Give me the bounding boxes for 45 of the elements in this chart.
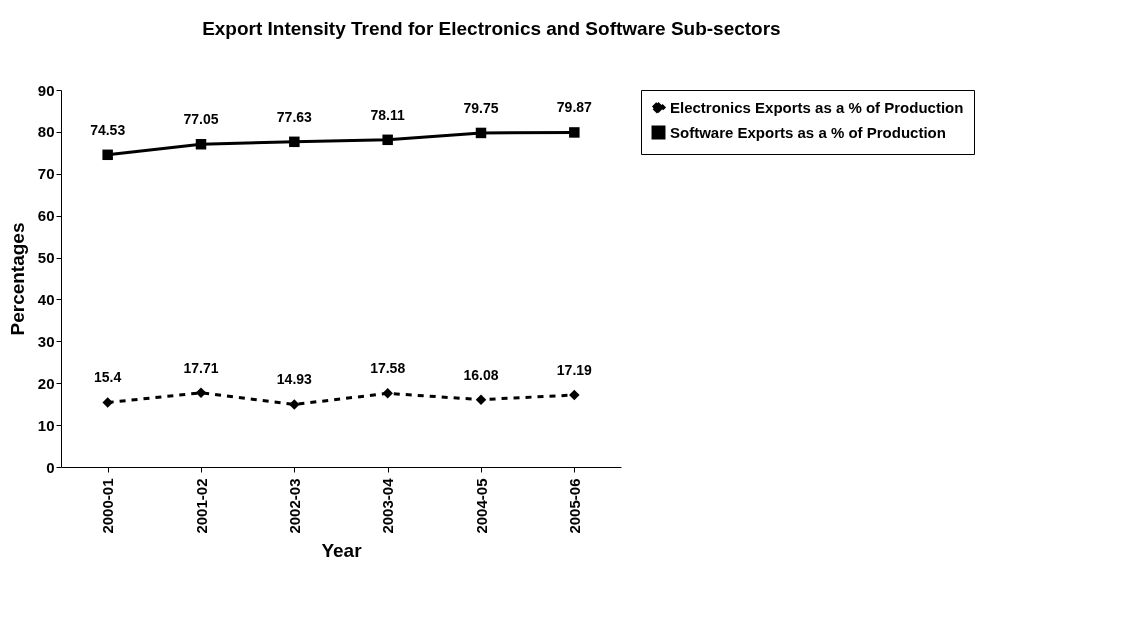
data-label: 79.75 (463, 99, 499, 116)
chart-title: Export Intensity Trend for Electronics and Software Sub-sectors (202, 18, 781, 39)
data-label: 16.08 (463, 366, 499, 383)
y-tick-label: 90 (37, 81, 55, 99)
data-label: 77.63 (276, 108, 313, 125)
y-tick-label: 20 (37, 374, 55, 392)
data-label: 17.19 (556, 361, 593, 378)
data-label: 79.87 (556, 99, 593, 116)
x-axis-title: Year (321, 539, 363, 561)
point (289, 399, 300, 410)
legend-label: Electronics Exports as a % of Production (670, 98, 964, 116)
point (289, 136, 300, 148)
x-tick-label: 2004-05 (472, 478, 490, 534)
point (102, 397, 113, 408)
point (102, 149, 113, 161)
data-label: 14.93 (276, 371, 313, 388)
point (195, 387, 207, 399)
data-label: 78.11 (370, 106, 406, 123)
x-tick-label: 2005-06 (565, 478, 583, 534)
data-label: 17.58 (370, 360, 406, 377)
data-label: 17.71 (183, 359, 219, 376)
x-tick-label: 2003-04 (379, 477, 397, 534)
y-tick-label: 50 (37, 249, 55, 267)
point (195, 139, 207, 150)
x-tick-label: 2001-02 (192, 478, 210, 534)
y-tick-label: 40 (37, 290, 55, 308)
point (475, 127, 487, 139)
data-label: 15.4 (94, 369, 122, 386)
y-tick-label: 60 (37, 207, 55, 225)
data-label: 77.05 (183, 111, 219, 128)
point (382, 134, 393, 146)
x-tick-label: 2002-03 (285, 478, 303, 534)
point (569, 127, 580, 138)
y-tick-label: 30 (37, 332, 55, 350)
legend-label: Software Exports as a % of Production (670, 123, 946, 141)
y-tick-label: 10 (37, 416, 55, 434)
y-tick-label: 80 (37, 123, 55, 141)
y-axis-title: Percentages (6, 222, 28, 336)
x-tick-label: 2000-01 (99, 478, 117, 534)
point (569, 389, 580, 401)
data-label: 74.53 (90, 121, 126, 138)
y-tick-label: 70 (37, 165, 55, 183)
point (475, 394, 487, 405)
point (382, 388, 393, 399)
y-tick-label: 0 (46, 458, 55, 476)
